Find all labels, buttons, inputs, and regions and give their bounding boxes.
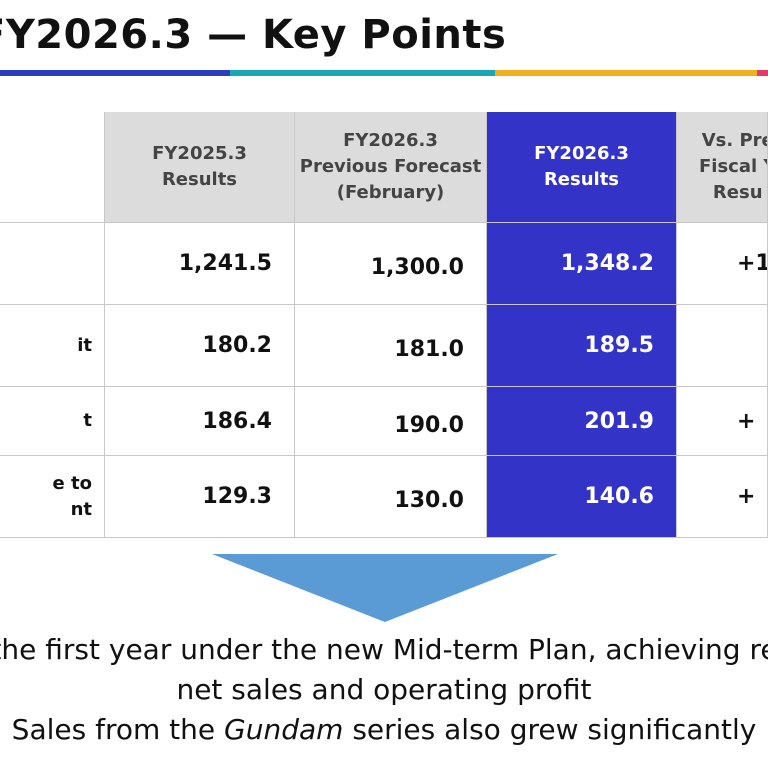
summary-line-3: Sales from the Gundam series also grew s… xyxy=(0,710,768,750)
title-underline-blue xyxy=(0,70,230,76)
title-underline-pink xyxy=(757,70,768,76)
cell-forecast-net-sales: 1,300.0 xyxy=(295,223,487,305)
cell-vs-prev-operating-profit xyxy=(677,305,768,387)
cell-fy2026-operating-profit: 189.5 xyxy=(487,305,677,387)
header-vs-previous-fiscal-year: Vs. Pre Fiscal Y Resu xyxy=(677,112,768,223)
summary-line-3-italic: Gundam xyxy=(224,713,344,746)
header-fy2026-previous-forecast: FY2026.3 Previous Forecast (February) xyxy=(295,112,487,223)
title-underline-teal xyxy=(230,70,495,76)
title-underline-yellow xyxy=(495,70,757,76)
cell-fy2025-ordinary-profit: 186.4 xyxy=(105,387,295,456)
row-label-ordinary-profit: t xyxy=(0,387,105,456)
summary-line-3-before: Sales from the xyxy=(11,713,225,746)
summary-text: the first year under the new Mid-term Pl… xyxy=(0,630,768,750)
cell-forecast-profit-attributable: 130.0 xyxy=(295,456,487,538)
cell-fy2025-operating-profit: 180.2 xyxy=(105,305,295,387)
cell-fy2025-net-sales: 1,241.5 xyxy=(105,223,295,305)
page-title: FY2026.3 — Key Points xyxy=(0,12,507,58)
header-label-column xyxy=(0,112,105,223)
cell-forecast-operating-profit: 181.0 xyxy=(295,305,487,387)
cell-vs-prev-profit-attributable: + xyxy=(677,456,768,538)
cell-forecast-ordinary-profit: 190.0 xyxy=(295,387,487,456)
summary-line-2: net sales and operating profit xyxy=(176,673,592,706)
header-fy2026-results: FY2026.3 Results xyxy=(487,112,677,223)
header-fy2025-results: FY2025.3 Results xyxy=(105,112,295,223)
cell-vs-prev-net-sales: +1 xyxy=(677,223,768,305)
row-label-operating-profit: it xyxy=(0,305,105,387)
cell-fy2026-net-sales: 1,348.2 xyxy=(487,223,677,305)
cell-fy2026-ordinary-profit: 201.9 xyxy=(487,387,677,456)
row-label-net-sales xyxy=(0,223,105,305)
summary-line-1: the first year under the new Mid-term Pl… xyxy=(0,633,768,666)
row-label-profit-attributable: e to nt xyxy=(0,456,105,538)
summary-line-3-after: series also grew significantly xyxy=(343,713,757,746)
cell-fy2026-profit-attributable: 140.6 xyxy=(487,456,677,538)
down-arrow-icon xyxy=(212,554,558,622)
cell-fy2025-profit-attributable: 129.3 xyxy=(105,456,295,538)
cell-vs-prev-ordinary-profit: + xyxy=(677,387,768,456)
